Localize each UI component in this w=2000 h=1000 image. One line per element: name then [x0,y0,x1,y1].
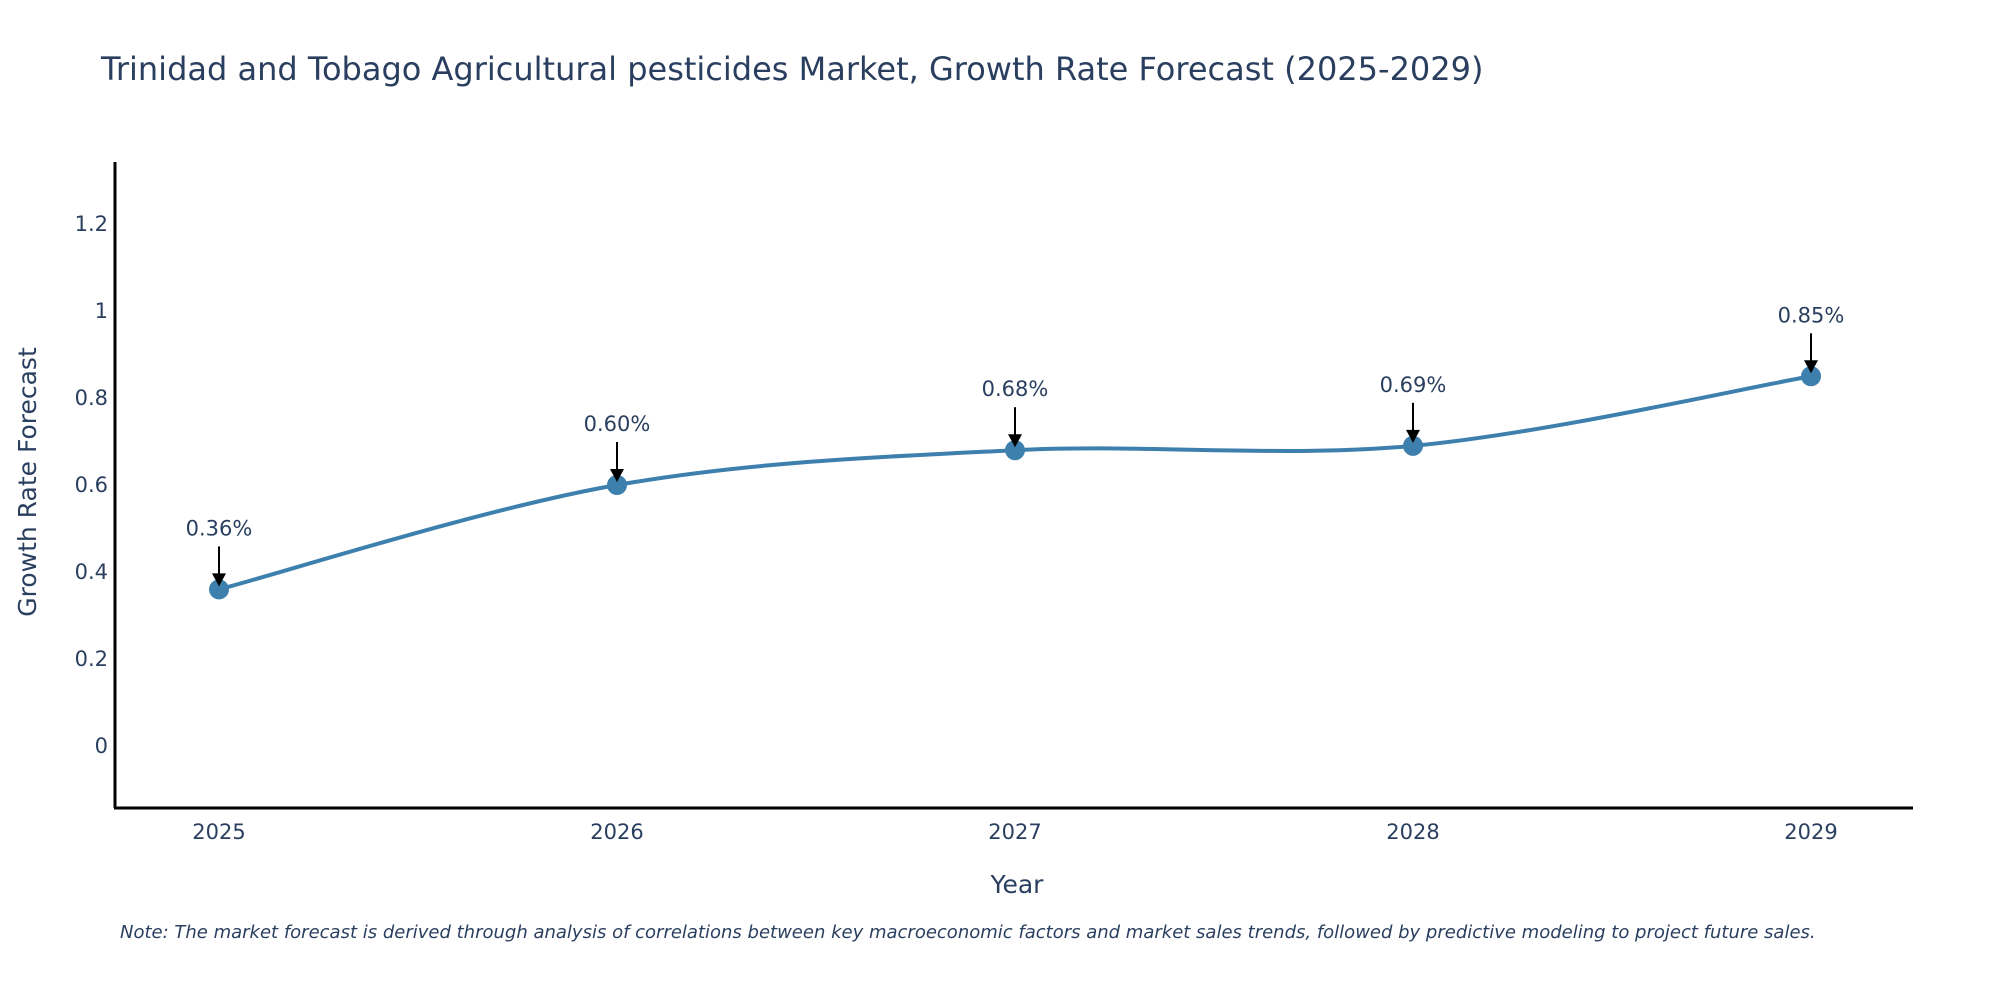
data-label: 0.68% [982,377,1049,401]
y-tick-label: 1.2 [75,212,108,236]
data-annotations: 0.36% 0.60% 0.68% 0.69% 0.85% [186,303,1845,587]
annotation-arrowhead [212,573,226,587]
data-markers [209,366,1821,600]
x-axis-ticks: 2025 2026 2027 2028 2029 [192,820,1837,844]
y-tick-label: 0.2 [75,647,108,671]
data-point[interactable] [607,475,627,495]
data-point[interactable] [209,579,229,600]
annotation-arrowhead [1008,434,1022,448]
footnote: Note: The market forecast is derived thr… [120,922,1816,943]
y-axis-title: Growth Rate Forecast [13,347,42,617]
data-label: 0.85% [1778,303,1845,327]
x-tick-label: 2026 [590,820,643,844]
y-tick-label: 0.6 [75,473,108,497]
x-tick-label: 2029 [1784,820,1837,844]
y-axis-ticks: 0 0.2 0.4 0.6 0.8 1 1.2 [75,212,108,758]
annotation-arrowhead [610,469,624,482]
data-label: 0.60% [584,412,651,436]
x-tick-label: 2027 [988,820,1041,844]
data-point[interactable] [1801,366,1821,387]
y-tick-label: 0.4 [75,560,108,584]
y-tick-label: 0 [95,734,108,758]
annotation-arrowhead [1804,360,1818,374]
y-tick-label: 0.8 [75,386,108,410]
x-tick-label: 2025 [192,820,245,844]
x-tick-label: 2028 [1386,820,1439,844]
data-label: 0.69% [1380,373,1447,397]
data-point[interactable] [1403,435,1423,456]
data-label: 0.36% [186,516,253,540]
x-axis-title: Year [990,870,1045,899]
y-tick-label: 1 [95,299,108,323]
chart-title: Trinidad and Tobago Agricultural pestici… [101,50,1484,88]
annotation-arrowhead [1406,429,1420,443]
data-point[interactable] [1005,440,1025,461]
